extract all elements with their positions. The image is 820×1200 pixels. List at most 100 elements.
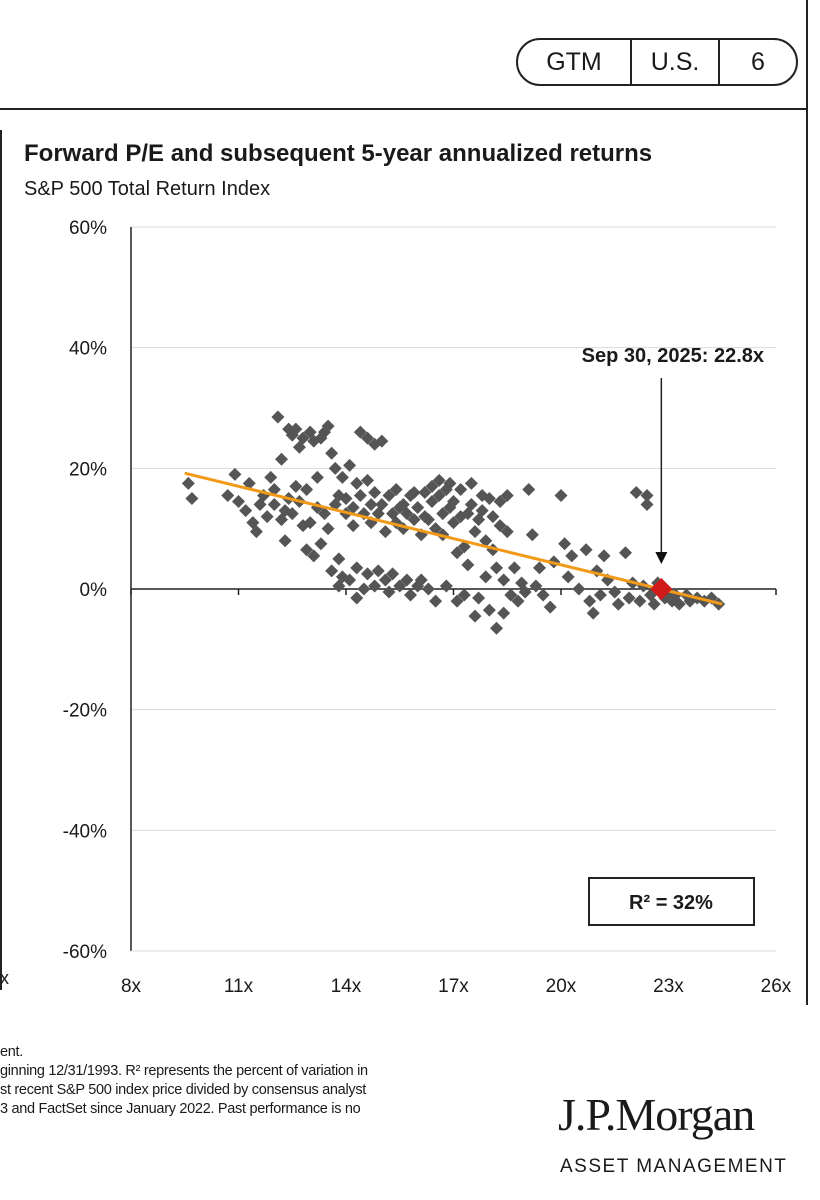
data-point — [303, 516, 317, 530]
data-point — [386, 507, 400, 521]
data-point — [421, 513, 435, 527]
badge-page-number: 6 — [751, 47, 765, 76]
x-tick-label: 11x — [224, 976, 254, 997]
data-point — [640, 498, 654, 512]
scatter-chart: 60% 40% 20% 0% -20% -40% -60% 8x 11x 14x 17x 20x 23x… — [63, 218, 792, 997]
data-point — [647, 597, 661, 611]
data-point — [554, 488, 568, 502]
data-point — [332, 552, 346, 566]
y-tick-label: -20% — [63, 701, 107, 722]
x-tick-label: 8x — [121, 976, 142, 997]
data-point — [454, 482, 468, 496]
data-point — [450, 594, 464, 608]
data-point — [436, 507, 450, 521]
data-point — [321, 522, 335, 536]
data-point — [500, 488, 514, 502]
data-point — [432, 488, 446, 502]
data-point — [350, 591, 364, 605]
data-point — [529, 579, 543, 593]
y-tick-label: 40% — [69, 339, 107, 360]
data-point — [611, 597, 625, 611]
badge-region: U.S. — [632, 40, 720, 84]
data-point — [260, 510, 274, 524]
data-point — [464, 498, 478, 512]
data-point — [368, 579, 382, 593]
data-point — [407, 485, 421, 499]
data-point — [300, 543, 314, 557]
data-point — [518, 585, 532, 599]
data-point — [350, 561, 364, 575]
data-point — [271, 410, 285, 424]
data-point — [368, 485, 382, 499]
annotation-label: Sep 30, 2025: 22.8x — [582, 345, 764, 367]
data-point — [357, 582, 371, 596]
data-point — [393, 579, 407, 593]
data-point — [443, 476, 457, 490]
data-point — [525, 528, 539, 542]
data-point — [486, 510, 500, 524]
data-point — [335, 470, 349, 484]
data-point — [296, 431, 310, 445]
data-point — [325, 564, 339, 578]
r-squared-label: R² = 32% — [629, 892, 713, 914]
data-point — [221, 488, 235, 502]
data-point — [533, 561, 546, 575]
data-point — [375, 498, 389, 512]
data-point — [425, 495, 439, 509]
data-point — [181, 476, 195, 490]
data-point — [543, 600, 557, 614]
data-point — [414, 573, 428, 587]
data-point — [622, 591, 636, 605]
data-point — [522, 482, 536, 496]
data-point — [511, 594, 525, 608]
footnote: ent. ginning 12/31/1993. R² represents t… — [0, 1043, 536, 1119]
data-point — [371, 564, 385, 578]
data-point — [482, 492, 496, 505]
data-point — [343, 458, 357, 472]
data-point — [339, 492, 353, 505]
x-tick-label: 14x — [331, 976, 362, 997]
data-point — [421, 582, 435, 596]
data-point — [267, 498, 281, 512]
data-point — [447, 495, 460, 509]
footnote-line: st recent S&P 500 index price divided by… — [0, 1082, 367, 1098]
page-border-right — [806, 0, 808, 1005]
data-point — [375, 434, 389, 448]
data-point — [479, 534, 493, 548]
data-point — [232, 495, 245, 509]
y-tick-label: 20% — [69, 459, 107, 480]
data-point — [586, 606, 600, 620]
data-point — [640, 488, 654, 502]
data-point — [468, 609, 482, 623]
x-tick-label: 17x — [438, 976, 469, 997]
data-point — [239, 504, 253, 518]
data-point — [357, 507, 371, 521]
data-point — [468, 525, 482, 539]
data-point — [249, 525, 263, 539]
current-point — [650, 578, 673, 600]
page-border-left — [0, 130, 2, 990]
data-point — [504, 588, 518, 602]
data-point — [633, 594, 647, 608]
x-tick-label: 20x — [546, 976, 577, 997]
data-point — [335, 570, 349, 584]
data-point — [318, 507, 331, 521]
data-point — [364, 516, 378, 530]
data-point — [389, 482, 403, 496]
data-point — [314, 537, 328, 551]
data-point — [346, 501, 360, 515]
data-point — [457, 588, 471, 602]
data-point — [475, 504, 489, 518]
data-point — [683, 594, 697, 608]
y-tick-label: 0% — [80, 580, 108, 601]
data-point — [321, 419, 335, 433]
data-point — [629, 485, 643, 499]
data-point — [432, 473, 446, 487]
data-point — [493, 519, 507, 533]
data-point — [493, 495, 507, 509]
data-point — [228, 467, 242, 481]
data-point — [361, 567, 374, 581]
data-point — [447, 516, 460, 530]
y-tick-label: -40% — [63, 821, 107, 842]
data-point — [418, 485, 432, 499]
